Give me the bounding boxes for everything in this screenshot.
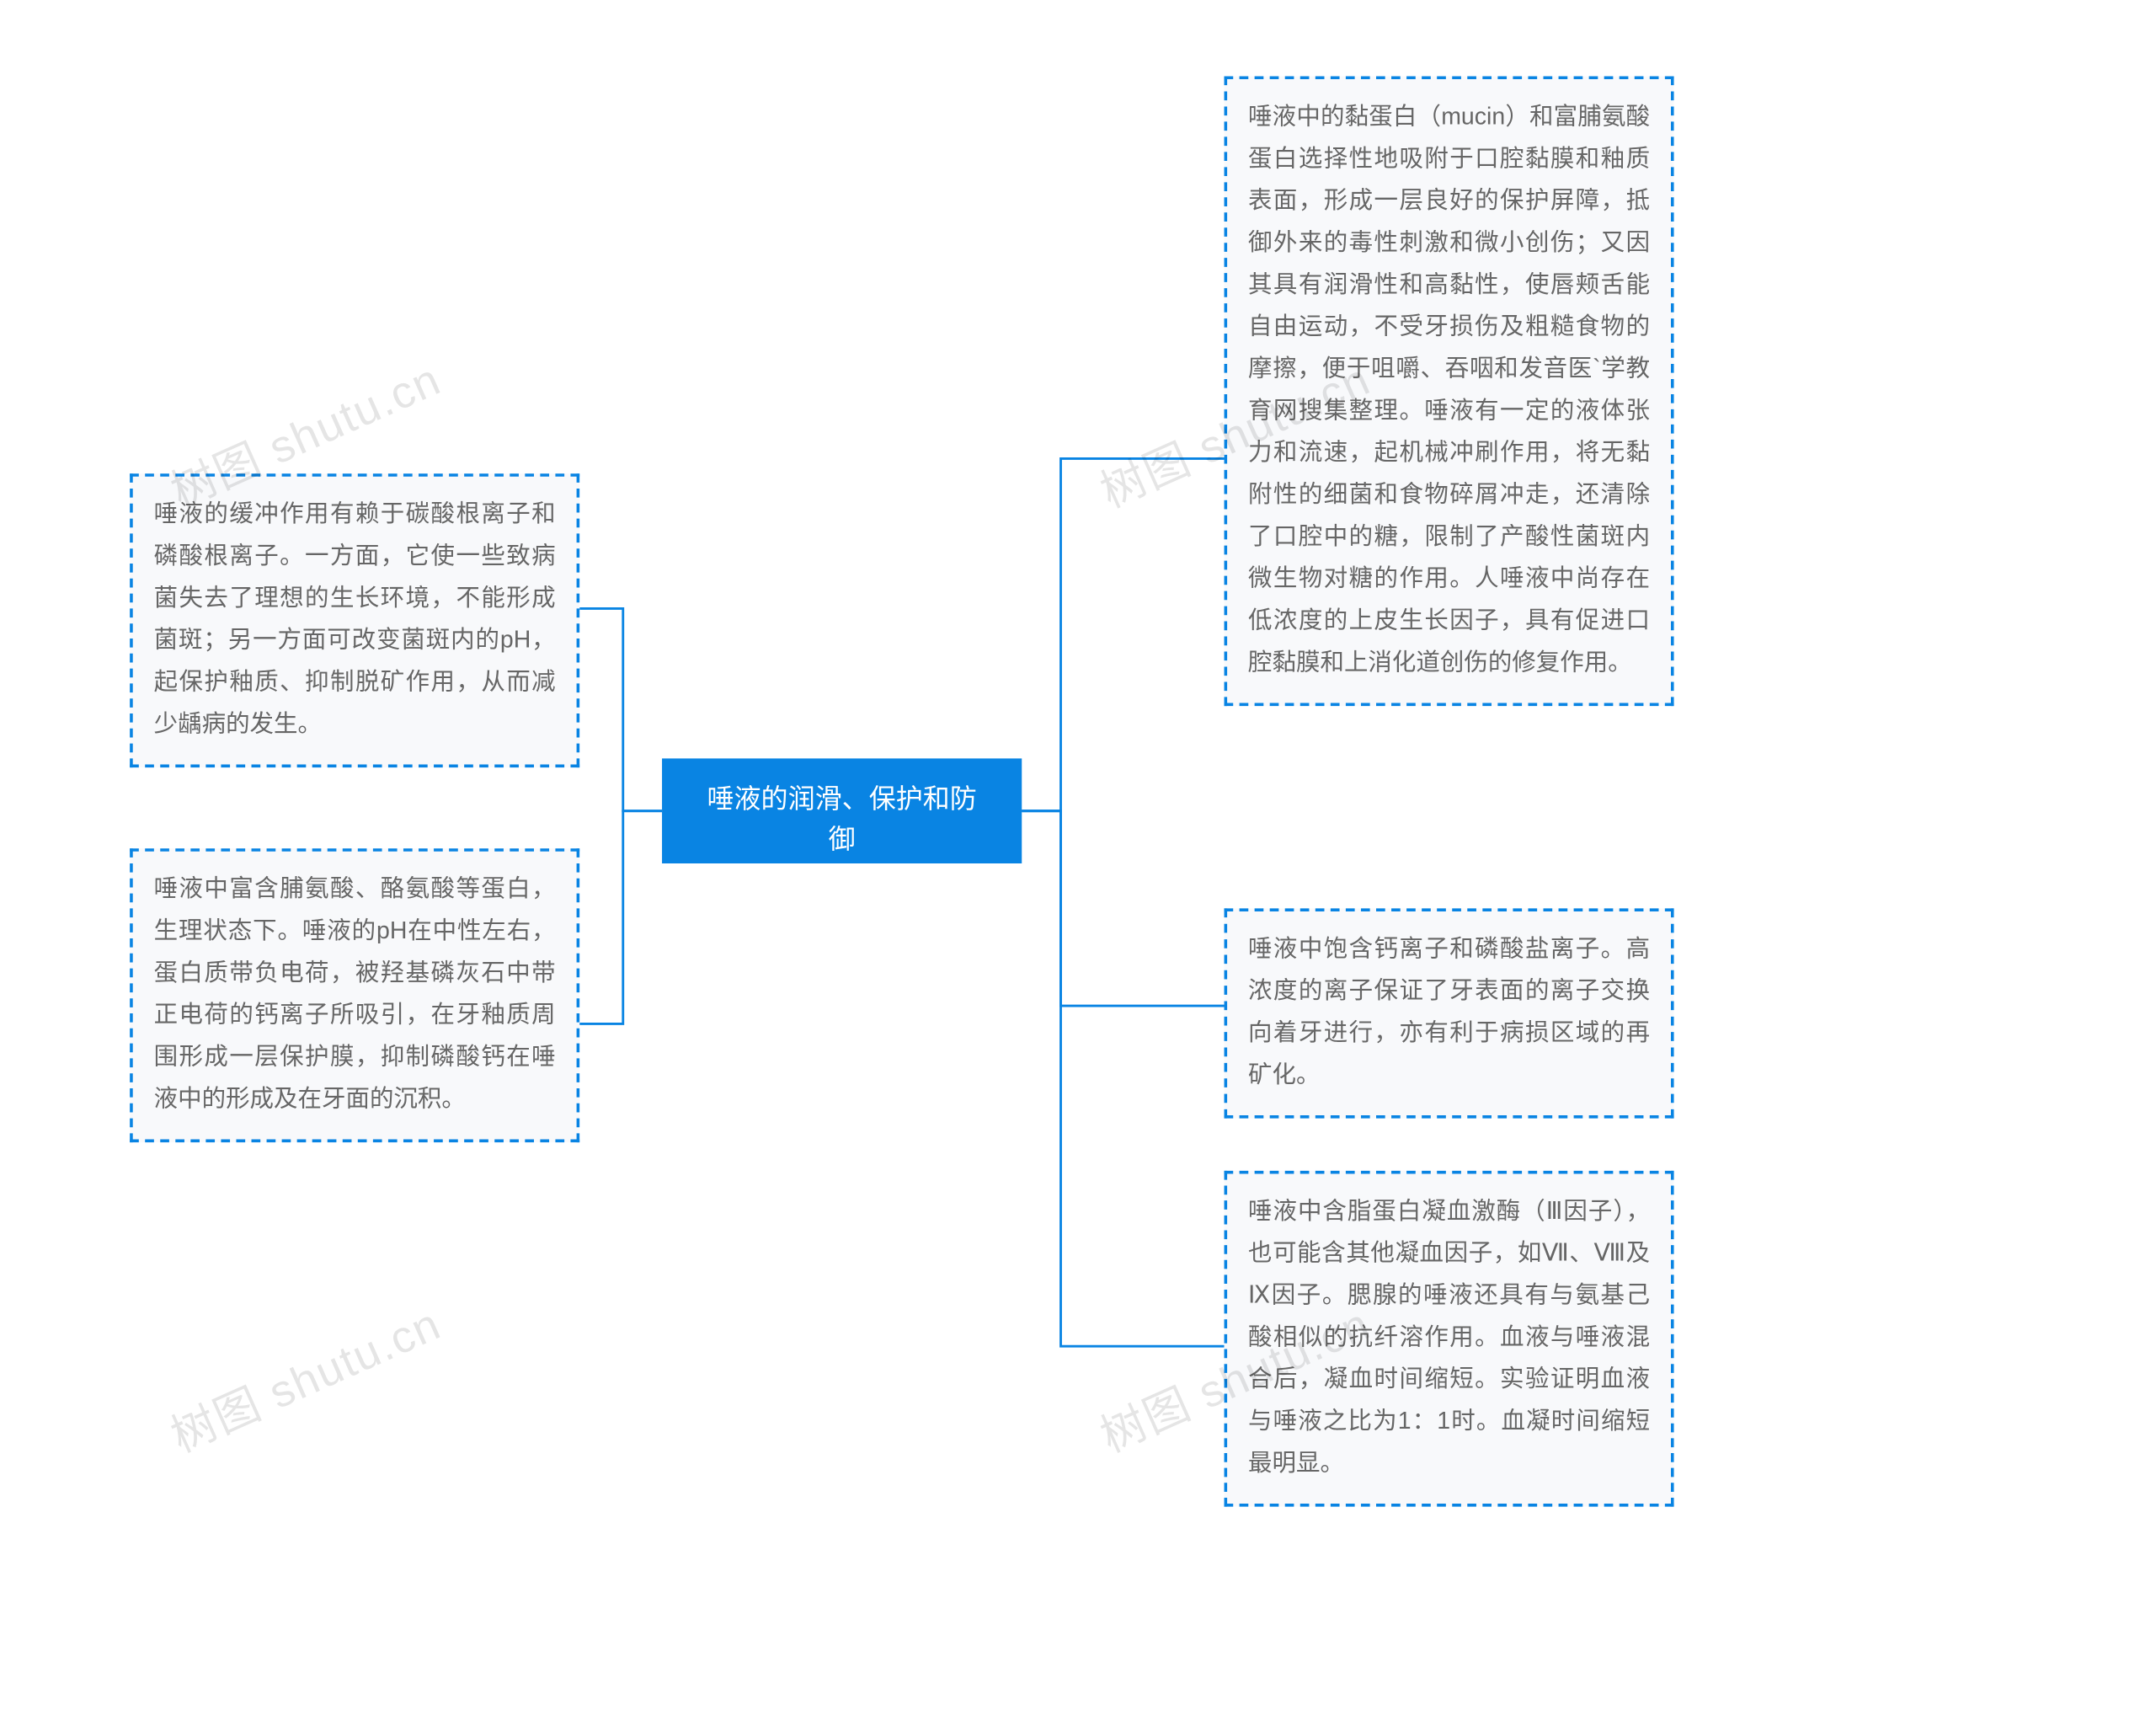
leaf-node: 唾液的缓冲作用有赖于碳酸根离子和磷酸根离子。一方面，它使一些致病菌失去了理想的生…: [130, 473, 579, 767]
leaf-text: 唾液中富含脯氨酸、酪氨酸等蛋白，生理状态下。唾液的pH在中性左右，蛋白质带负电荷…: [154, 877, 556, 1112]
leaf-node: 唾液中饱含钙离子和磷酸盐离子。高浓度的离子保证了牙表面的离子交换向着牙进行，亦有…: [1225, 908, 1674, 1118]
leaf-text: 唾液中饱含钙离子和磷酸盐离子。高浓度的离子保证了牙表面的离子交换向着牙进行，亦有…: [1248, 937, 1650, 1088]
watermark-text: 树图 shutu.cn: [159, 1287, 450, 1465]
leaf-node: 唾液中含脂蛋白凝血激酶（Ⅲ因子），也可能含其他凝血因子，如Ⅶ、Ⅷ及Ⅸ因子。腮腺的…: [1225, 1170, 1674, 1506]
center-title-line-1: 唾液的润滑、保护和防御: [707, 783, 976, 854]
leaf-text: 唾液的缓冲作用有赖于碳酸根离子和磷酸根离子。一方面，它使一些致病菌失去了理想的生…: [154, 502, 556, 737]
leaf-text: 唾液中的黏蛋白（mucin）和富脯氨酸蛋白选择性地吸附于口腔黏膜和釉质表面，形成…: [1248, 104, 1650, 676]
center-title-line-2: 功能: [815, 864, 869, 895]
leaf-node: 唾液中的黏蛋白（mucin）和富脯氨酸蛋白选择性地吸附于口腔黏膜和釉质表面，形成…: [1225, 76, 1674, 706]
center-node: 唾液的润滑、保护和防御 功能: [662, 758, 1022, 863]
leaf-node: 唾液中富含脯氨酸、酪氨酸等蛋白，生理状态下。唾液的pH在中性左右，蛋白质带负电荷…: [130, 848, 579, 1142]
leaf-text: 唾液中含脂蛋白凝血激酶（Ⅲ因子），也可能含其他凝血因子，如Ⅶ、Ⅷ及Ⅸ因子。腮腺的…: [1248, 1199, 1650, 1476]
mindmap-canvas: 唾液的润滑、保护和防御 功能 唾液的缓冲作用有赖于碳酸根离子和磷酸根离子。一方面…: [40, 8, 2116, 1718]
